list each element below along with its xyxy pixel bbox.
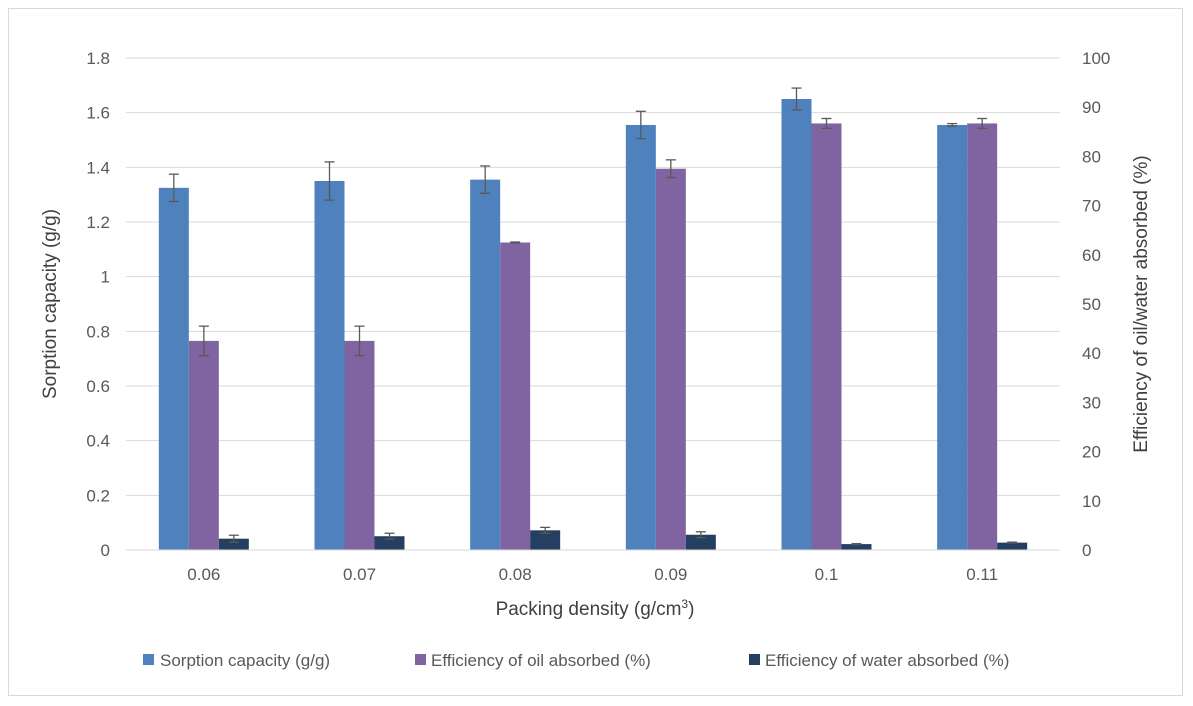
error-bars [168,87,1018,546]
bar [530,530,561,550]
bar [218,538,249,550]
right-tick-label: 10 [1082,492,1101,511]
legend-label-oil: Efficiency of oil absorbed (%) [431,651,651,670]
left-tick-label: 1.4 [86,158,110,177]
x-tick-label: 0.11 [966,565,998,584]
legend-swatch-oil [415,654,426,665]
bar [188,340,219,550]
bar [811,123,842,550]
left-axis-title: Sorption capacity (g/g) [40,209,61,399]
legend-swatch-sorption [143,654,154,665]
bars [158,99,1028,551]
right-tick-label: 40 [1082,344,1101,363]
right-tick-label: 60 [1082,246,1101,265]
left-tick-label: 0.2 [86,486,110,505]
left-tick-label: 0.4 [86,432,110,451]
right-tick-label: 0 [1082,541,1091,560]
right-tick-label: 30 [1082,393,1101,412]
bar [314,181,345,550]
right-axis-ticks: 0 10 20 30 40 50 60 70 80 90 100 [1082,49,1110,560]
bar [685,534,716,550]
left-axis-ticks: 0 0.2 0.4 0.6 0.8 1 1.2 1.4 1.6 1.8 [86,49,110,560]
bar [655,168,686,550]
legend-label-sorption: Sorption capacity (g/g) [160,651,330,670]
left-tick-label: 0 [101,541,110,560]
bar [841,544,872,550]
bar [937,124,968,550]
right-tick-label: 20 [1082,443,1101,462]
right-tick-label: 90 [1082,98,1101,117]
x-tick-label: 0.09 [654,565,687,584]
legend: Sorption capacity (g/g) Efficiency of oi… [143,651,1009,670]
x-axis-ticks: 0.06 0.07 0.08 0.09 0.1 0.11 [187,565,998,584]
right-tick-label: 80 [1082,147,1101,166]
x-tick-label: 0.06 [187,565,220,584]
bar [344,340,375,550]
left-tick-label: 0.8 [86,322,110,341]
x-tick-label: 0.08 [499,565,532,584]
legend-label-water: Efficiency of water absorbed (%) [765,651,1009,670]
x-tick-label: 0.1 [815,565,839,584]
left-tick-label: 1 [101,268,110,287]
left-tick-label: 1.2 [86,213,110,232]
bar [374,536,405,550]
bar [158,187,189,551]
gridlines [126,57,1060,496]
bar [500,242,531,550]
left-tick-label: 1.8 [86,49,110,68]
right-axis-title: Efficiency of oil/water absorbed (%) [1131,155,1152,452]
right-tick-label: 50 [1082,295,1101,314]
bar [997,542,1028,550]
bar [967,123,998,550]
x-axis-title: Packing density (g/cm3) [496,597,695,620]
bar [625,124,656,550]
legend-swatch-water [749,654,760,665]
right-tick-label: 70 [1082,197,1101,216]
left-tick-label: 0.6 [86,377,110,396]
bar [470,179,501,550]
right-tick-label: 100 [1082,49,1110,68]
x-tick-label: 0.07 [343,565,376,584]
left-tick-label: 1.6 [86,104,110,123]
bar [781,99,812,550]
